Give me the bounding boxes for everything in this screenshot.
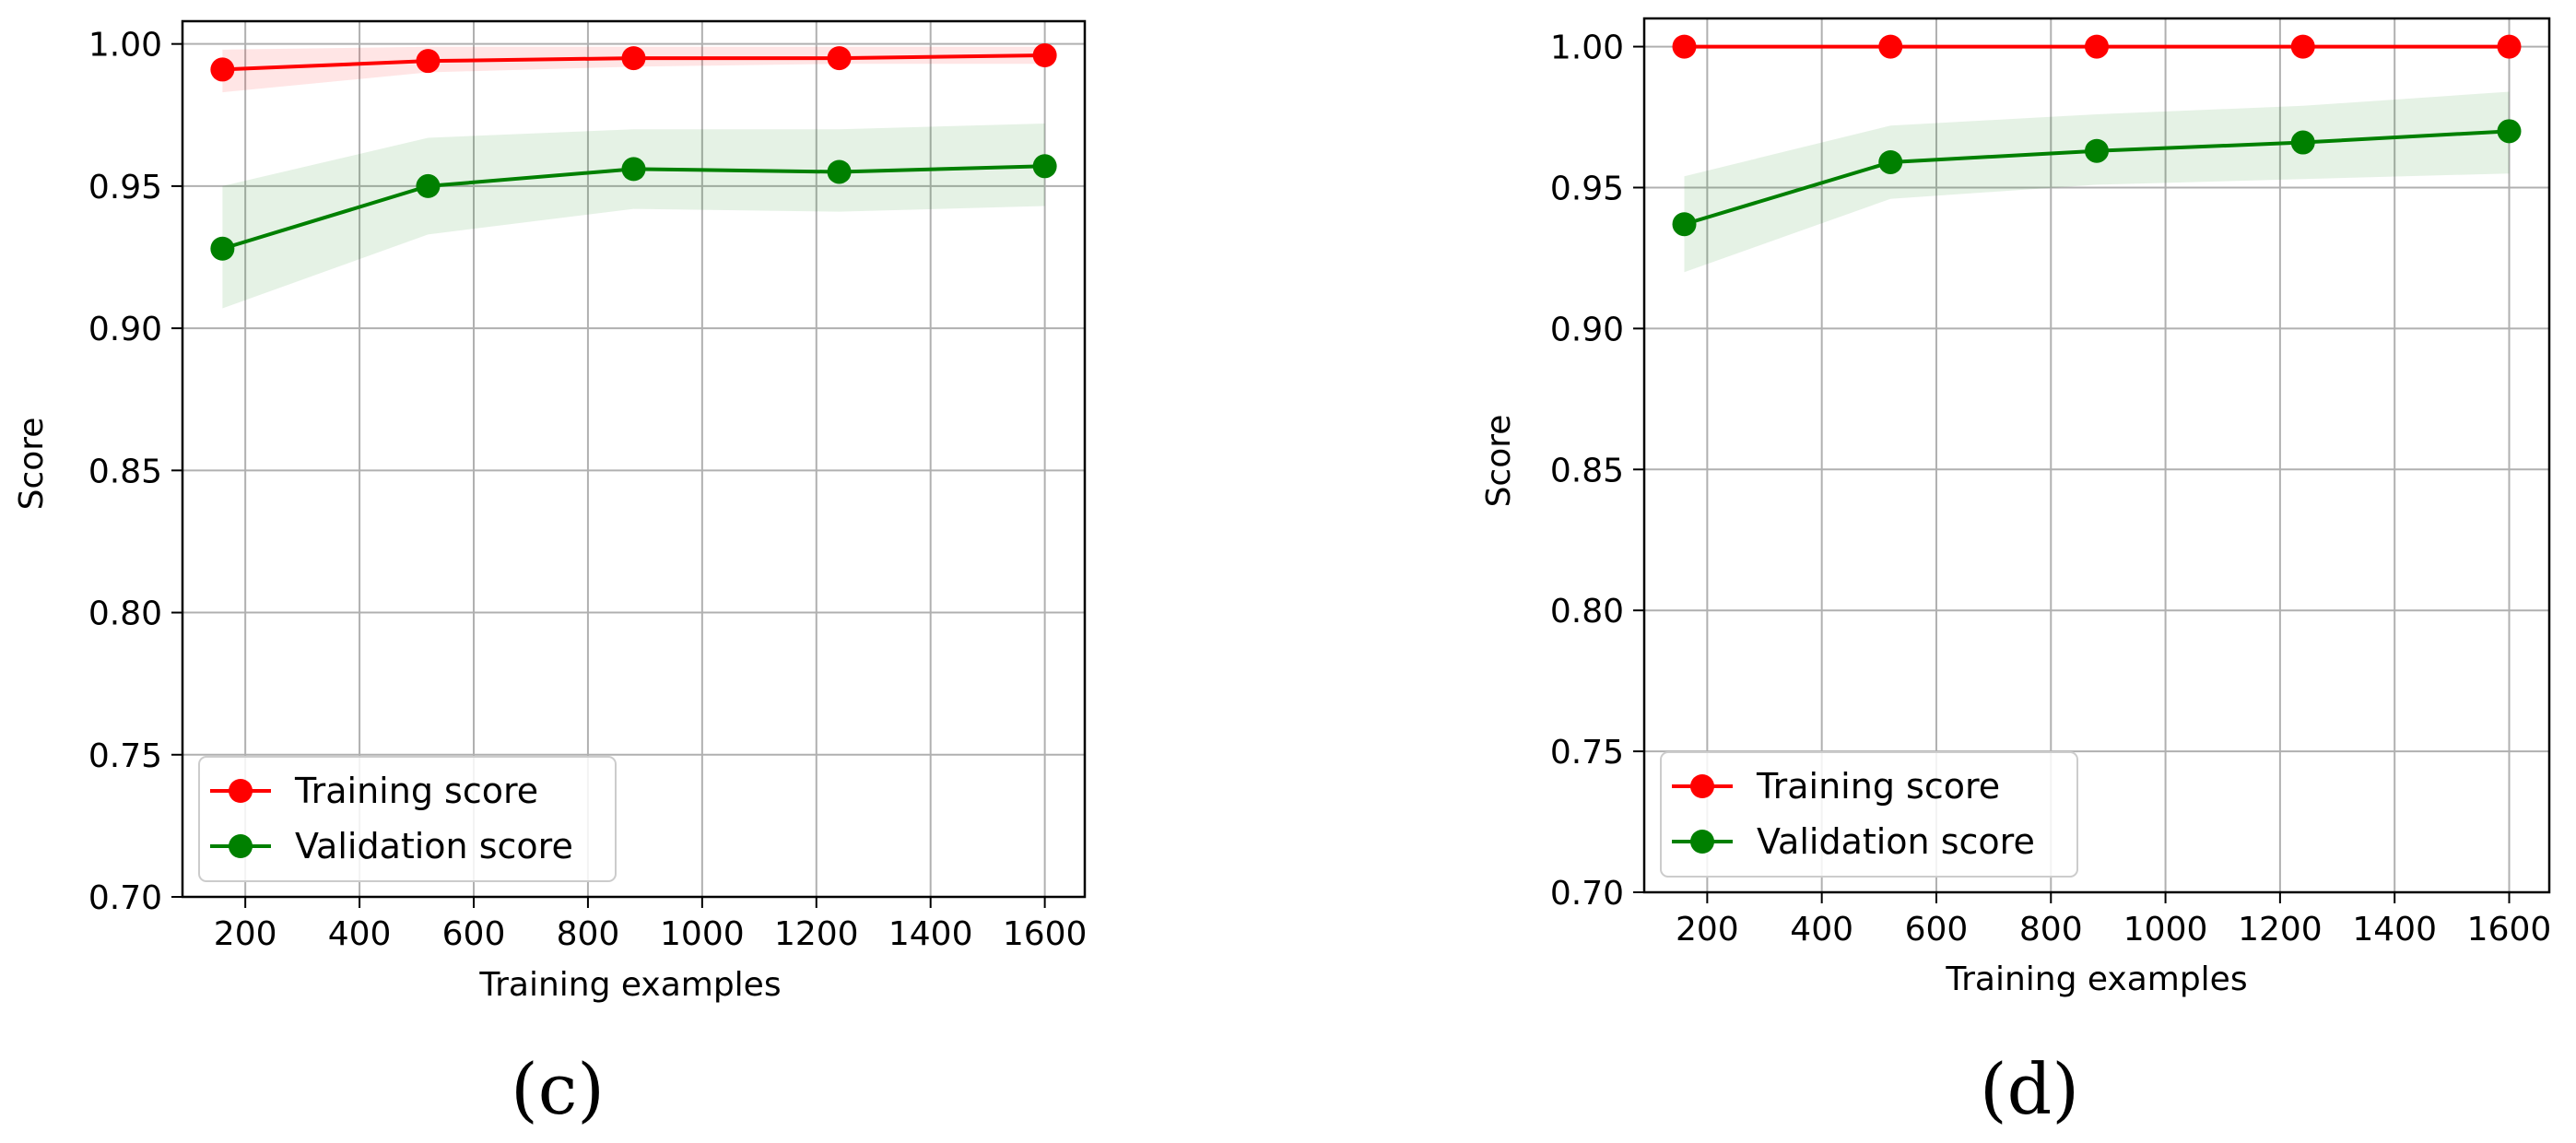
data-point-training <box>1672 34 1697 59</box>
y-tick-label: 0.75 <box>88 737 162 775</box>
y-axis-title: Score <box>1480 415 1518 508</box>
data-point-training <box>2290 34 2315 59</box>
legend-label-training: Training score <box>1756 766 2000 807</box>
data-point-training <box>2497 34 2522 59</box>
y-tick-label: 0.80 <box>1550 593 1624 630</box>
data-point-validation <box>1878 149 1903 174</box>
axes-frame <box>1642 17 2551 894</box>
y-tick-label: 0.85 <box>88 453 162 490</box>
x-tick-label: 400 <box>1790 911 1853 949</box>
x-axis-title: Training examples <box>478 966 781 1004</box>
legend: Training score Validation score <box>198 756 617 882</box>
y-tick-label: 1.00 <box>1550 29 1624 67</box>
data-point-validation <box>2085 138 2109 163</box>
x-tick-label: 1000 <box>660 915 745 953</box>
x-tick-label: 1400 <box>888 915 973 953</box>
y-tick-label: 1.00 <box>88 27 162 65</box>
legend-label-training: Training score <box>294 771 538 811</box>
legend-label-validation: Validation score <box>1757 821 2035 862</box>
x-tick-label: 1600 <box>1003 915 1088 953</box>
legend-marker-validation <box>229 834 253 858</box>
data-point-validation <box>210 236 235 261</box>
x-tick-label: 800 <box>557 915 620 953</box>
x-tick-label: 1000 <box>2123 911 2208 949</box>
x-tick-label: 600 <box>442 915 506 953</box>
data-point-validation <box>2290 130 2315 155</box>
plot-area <box>210 43 1057 309</box>
data-point-training <box>2085 34 2109 59</box>
legend-label-validation: Validation score <box>295 826 573 866</box>
legend-box <box>198 756 617 882</box>
y-tick-label: 0.75 <box>1550 734 1624 772</box>
data-point-validation <box>621 157 646 182</box>
axes-frame <box>181 19 1087 899</box>
x-tick-label: 1600 <box>2467 911 2552 949</box>
panel-caption: (c) <box>511 1048 605 1130</box>
data-point-training <box>1032 43 1057 68</box>
data-point-validation <box>1672 212 1697 237</box>
legend-marker-training <box>1690 774 1714 798</box>
legend: Training score Validation score <box>1660 751 2078 878</box>
data-point-validation <box>827 159 852 184</box>
data-point-validation <box>2497 119 2522 144</box>
y-tick-label: 0.70 <box>88 879 162 917</box>
y-tick-label: 0.90 <box>88 311 162 348</box>
data-point-validation <box>416 173 441 198</box>
legend-marker-validation <box>1690 830 1714 854</box>
x-tick-label: 600 <box>1905 911 1969 949</box>
x-tick-label: 200 <box>1676 911 1739 949</box>
x-tick-label: 1400 <box>2352 911 2437 949</box>
chart-panel-c: 200 400 600 800 1000 1200 1400 1600 0.70 0.75 0.80… <box>13 19 1088 1130</box>
data-point-training <box>416 49 441 74</box>
panel-caption: (d) <box>1980 1048 2079 1130</box>
y-tick-label: 0.95 <box>88 169 162 206</box>
data-point-validation <box>1032 154 1057 179</box>
plot-area <box>1672 34 2522 273</box>
y-tick-label: 0.90 <box>1550 311 1624 348</box>
data-point-training <box>827 46 852 71</box>
legend-box <box>1660 751 2078 878</box>
x-axis-title: Training examples <box>1945 960 2247 998</box>
x-tick-label: 1200 <box>774 915 859 953</box>
y-tick-label: 0.85 <box>1550 452 1624 489</box>
x-tick-label: 400 <box>328 915 392 953</box>
legend-marker-training <box>229 779 253 803</box>
x-tick-label: 200 <box>214 915 277 953</box>
y-tick-label: 0.70 <box>1550 875 1624 913</box>
data-point-training <box>621 46 646 71</box>
x-tick-label: 1200 <box>2238 911 2323 949</box>
data-point-training <box>1878 34 1903 59</box>
data-point-training <box>210 57 235 82</box>
y-axis-title: Score <box>13 418 51 511</box>
x-tick-label: 800 <box>2019 911 2083 949</box>
chart-panel-d: 200 400 600 800 1000 1200 1400 1600 0.70 0.75 0.80… <box>1480 17 2552 1130</box>
y-tick-label: 0.80 <box>88 595 162 633</box>
y-tick-label: 0.95 <box>1550 170 1624 207</box>
